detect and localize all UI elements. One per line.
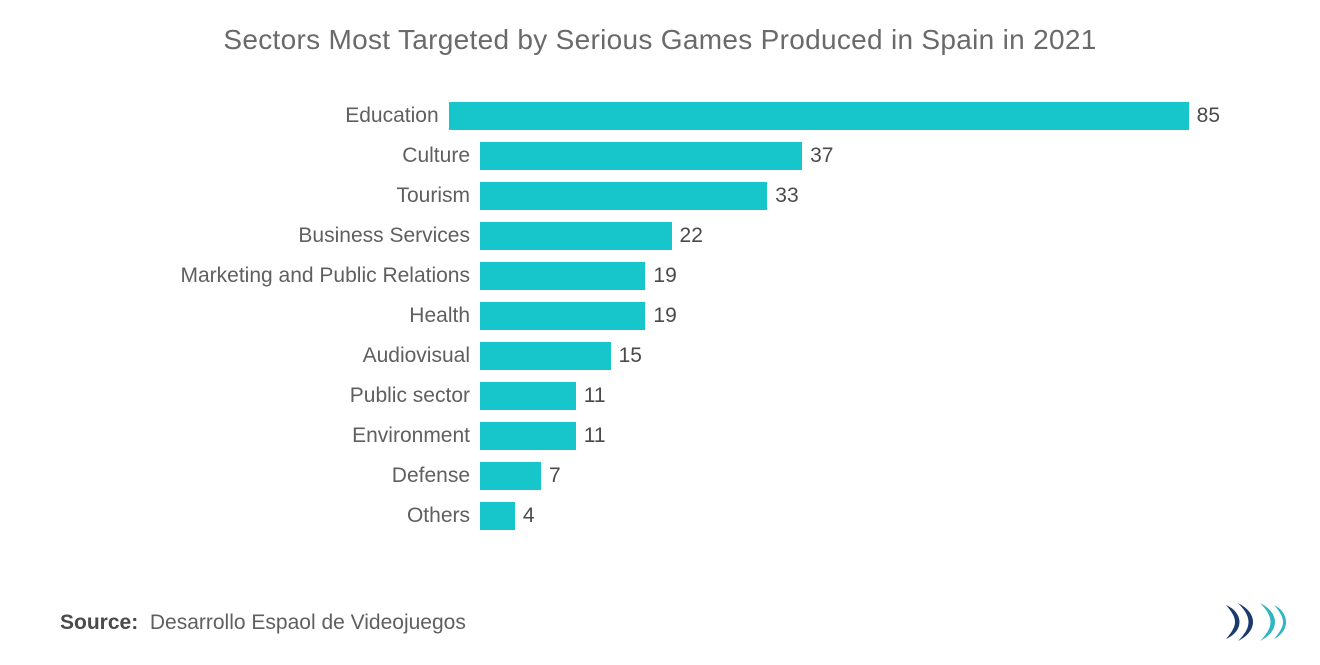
bar-track: 7 [480,456,1220,496]
bar-track: 19 [480,296,1220,336]
chart-row: Public sector 11 [60,376,1220,416]
category-label: Public sector [60,384,480,408]
chart-row: Defense 7 [60,456,1220,496]
bar-track: 11 [480,376,1220,416]
category-label: Culture [60,144,480,168]
bar [480,182,767,210]
source-label: Source: [60,611,138,634]
bar-track: 85 [449,96,1220,136]
category-label: Audiovisual [60,344,480,368]
bar [480,502,515,530]
bar [480,222,672,250]
chart-row: Audiovisual 15 [60,336,1220,376]
value-label: 22 [672,224,703,248]
category-label: Environment [60,424,480,448]
source-footer: Source: Desarrollo Espaol de Videojuegos [60,611,466,635]
chart-plot-area: Education 85 Culture 37 Tourism 33 Business Se… [60,96,1220,536]
brand-logo-icon [1224,601,1292,643]
value-label: 11 [576,384,606,408]
category-label: Others [60,504,480,528]
bar-track: 19 [480,256,1220,296]
chart-row: Tourism 33 [60,176,1220,216]
value-label: 7 [541,464,561,488]
bar [480,342,611,370]
chart-row: Marketing and Public Relations 19 [60,256,1220,296]
bar-track: 11 [480,416,1220,456]
chart-row: Others 4 [60,496,1220,536]
category-label: Tourism [60,184,480,208]
bar [480,382,576,410]
bar-track: 15 [480,336,1220,376]
category-label: Business Services [60,224,480,248]
chart-row: Business Services 22 [60,216,1220,256]
value-label: 85 [1189,104,1220,128]
value-label: 19 [645,304,676,328]
bar-track: 4 [480,496,1220,536]
value-label: 19 [645,264,676,288]
value-label: 4 [515,504,535,528]
value-label: 33 [767,184,798,208]
bar [480,462,541,490]
bar-track: 37 [480,136,1220,176]
bar-track: 22 [480,216,1220,256]
value-label: 37 [802,144,833,168]
value-label: 15 [611,344,642,368]
source-text: Desarrollo Espaol de Videojuegos [150,611,466,634]
category-label: Education [60,104,449,128]
category-label: Marketing and Public Relations [60,264,480,288]
bar-track: 33 [480,176,1220,216]
chart-row: Health 19 [60,296,1220,336]
bar [480,142,802,170]
chart-title: Sectors Most Targeted by Serious Games P… [0,0,1320,96]
category-label: Defense [60,464,480,488]
bar [480,262,645,290]
value-label: 11 [576,424,606,448]
category-label: Health [60,304,480,328]
chart-row: Environment 11 [60,416,1220,456]
bar [480,302,645,330]
bar [480,422,576,450]
bar [449,102,1189,130]
chart-row: Culture 37 [60,136,1220,176]
chart-row: Education 85 [60,96,1220,136]
